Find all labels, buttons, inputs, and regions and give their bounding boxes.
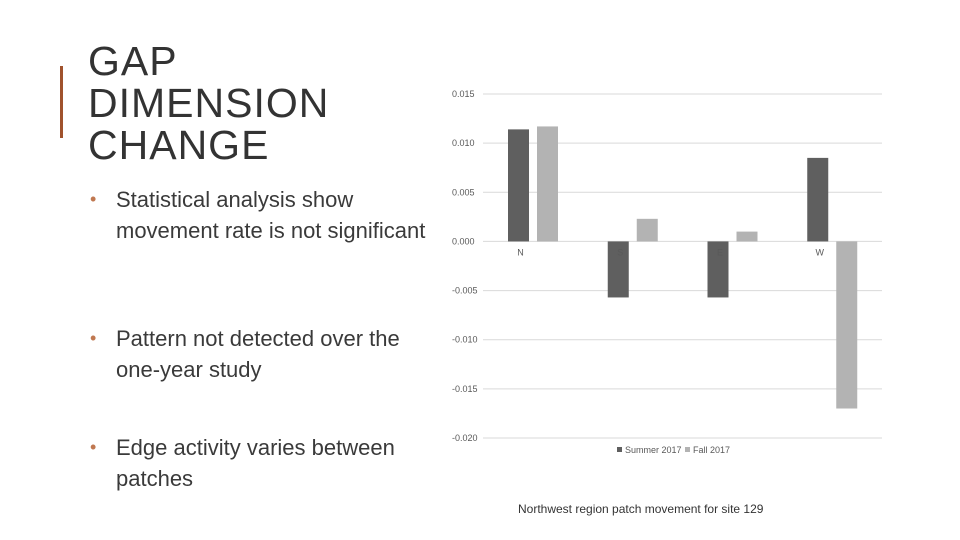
bar-summer-s (607, 241, 629, 298)
bullet-item-1: • Statistical analysis show movement rat… (90, 184, 435, 246)
bar-fall-e (736, 231, 758, 242)
bullet-text-2: Pattern not detected over the one-year s… (116, 326, 400, 382)
title-line-3: CHANGE (88, 122, 270, 168)
bar-chart: 0.015 0.010 0.005 0.000 -0.005 -0.010 -0.015 -0… (452, 89, 882, 455)
bullet-dot-icon: • (90, 189, 97, 209)
bullet-dot-icon: • (90, 437, 97, 457)
legend-label: Fall 2017 (693, 445, 730, 455)
bullet-text-3: Edge activity varies between patches (116, 435, 395, 491)
y-tick-label: -0.015 (452, 384, 478, 394)
bar-fall-n (537, 126, 558, 242)
x-tick-label: W (816, 247, 825, 257)
y-tick-label: -0.020 (452, 433, 478, 443)
bar-fall-s (636, 218, 658, 242)
title-accent-bar (60, 66, 63, 138)
y-tick-label: 0.010 (452, 138, 475, 148)
bullet-item-3: • Edge activity varies between patches (90, 432, 435, 494)
chart-caption: Northwest region patch movement for site… (518, 502, 764, 516)
bar-chart-container: 0.015 0.010 0.005 0.000 -0.005 -0.010 -0.015 -0… (440, 70, 900, 470)
legend-swatch (685, 447, 690, 452)
x-tick-label: N (517, 247, 524, 257)
y-tick-label: 0.005 (452, 187, 475, 197)
x-tick-label: E (717, 247, 723, 257)
bar-fall-w (836, 241, 858, 409)
y-tick-label: 0.000 (452, 236, 475, 246)
bullet-text-1: Statistical analysis show movement rate … (116, 187, 426, 243)
bullet-item-2: • Pattern not detected over the one-year… (90, 323, 435, 385)
bar-summer-n (508, 129, 529, 242)
y-tick-label: -0.005 (452, 286, 478, 296)
bar-summer-e (707, 241, 729, 298)
y-tick-label: 0.015 (452, 89, 475, 99)
title-line-2: DIMENSION (88, 80, 330, 126)
y-tick-label: -0.010 (452, 335, 478, 345)
slide-title: GAP DIMENSION CHANGE (88, 40, 388, 166)
title-line-1: GAP (88, 38, 178, 84)
x-tick-label: S (617, 247, 623, 257)
bullet-dot-icon: • (90, 328, 97, 348)
legend-label: Summer 2017 (625, 445, 682, 455)
legend-swatch (617, 447, 622, 452)
bar-summer-w (807, 157, 829, 242)
